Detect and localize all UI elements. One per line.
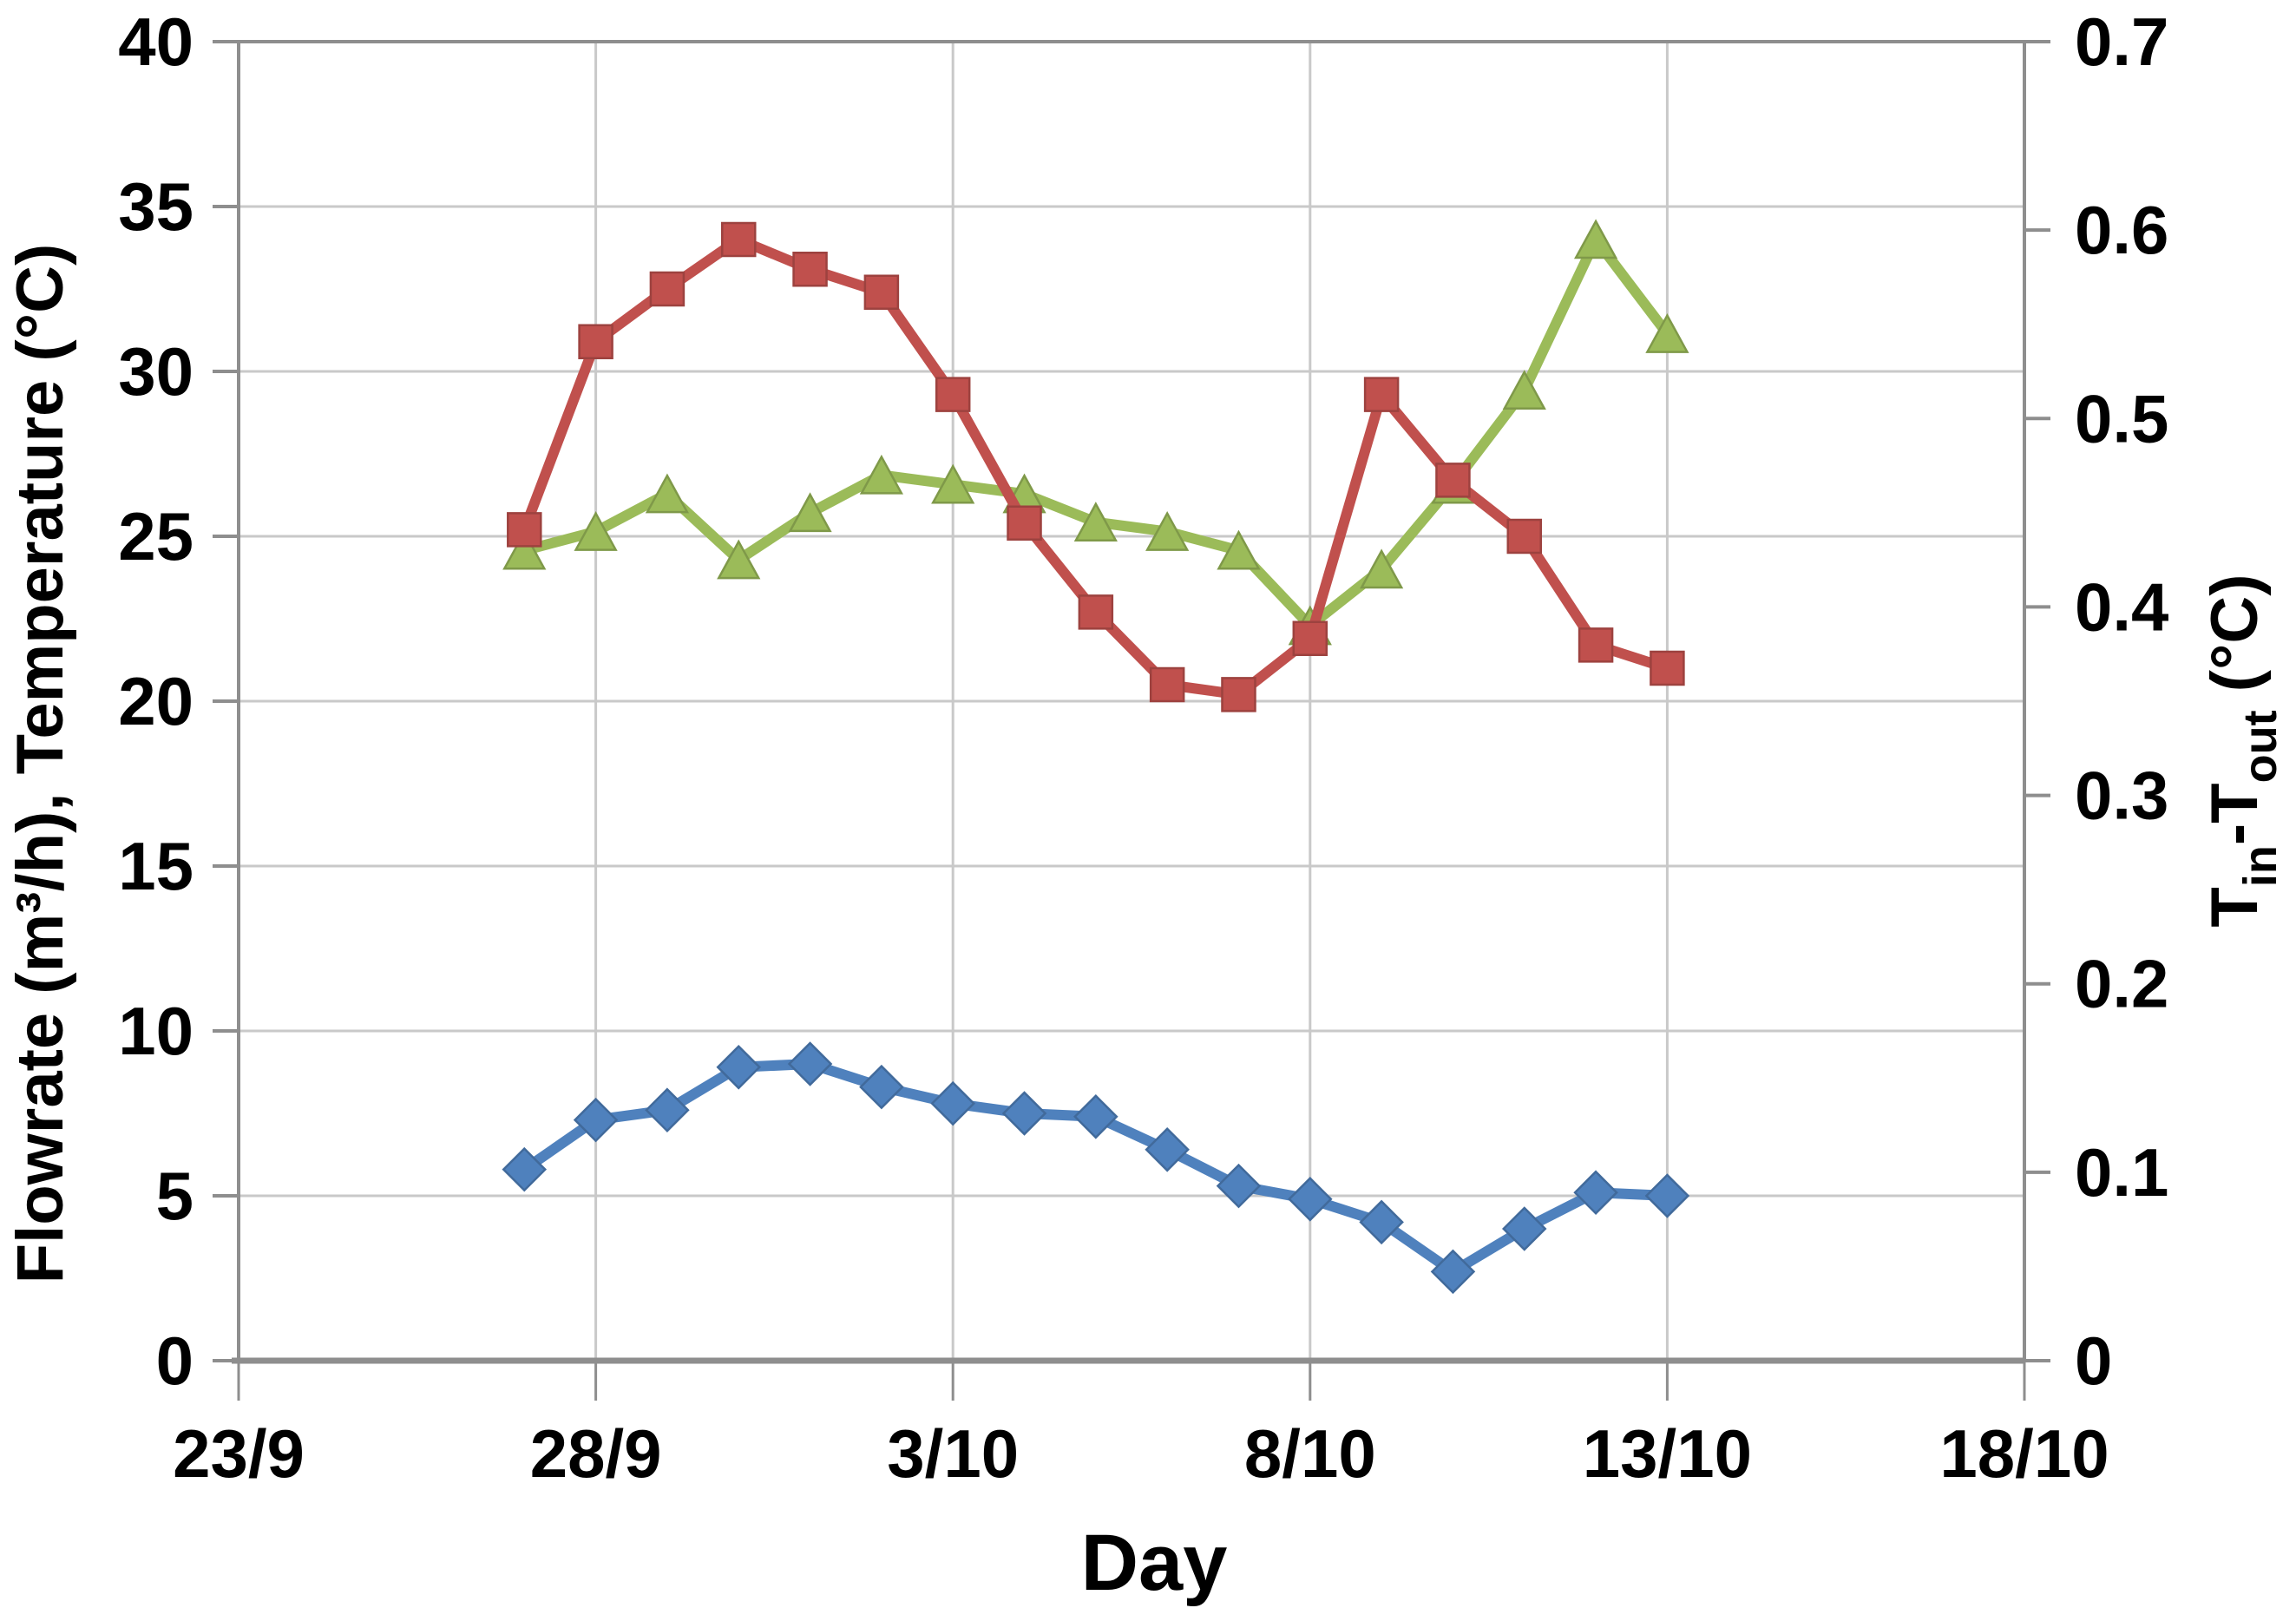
series-temperature-marker — [1363, 377, 1400, 412]
series-flowrate-marker — [645, 1087, 690, 1132]
x-axis-tick-label: 28/9 — [530, 1415, 662, 1492]
series-temperature-marker — [649, 271, 686, 307]
series-flowrate-marker — [859, 1064, 904, 1110]
series-flowrate-marker — [1573, 1170, 1618, 1215]
series-flowrate-marker — [502, 1146, 548, 1192]
series-temperature-marker — [863, 274, 900, 311]
series-flowrate-marker — [930, 1080, 975, 1126]
right-axis-tick-label: 0 — [2075, 1322, 2112, 1399]
series-tin-minus-tout-marker — [645, 473, 690, 514]
series-tin-minus-tout-marker — [1502, 370, 1546, 410]
left-axis-tick-label: 20 — [118, 663, 194, 739]
series-tin-minus-tout-marker — [859, 454, 903, 495]
series-flowrate-marker — [1430, 1249, 1476, 1295]
series-flowrate-marker — [1145, 1127, 1190, 1172]
series-temperature-marker — [1149, 666, 1185, 703]
series-temperature-marker — [578, 324, 613, 360]
series-tin-minus-tout-marker — [1073, 502, 1118, 541]
series-temperature-marker — [1578, 627, 1614, 663]
series-flowrate-marker — [1001, 1091, 1047, 1136]
left-axis-tick-label: 15 — [118, 828, 194, 904]
series-temperature-marker — [720, 221, 757, 258]
series-flowrate-marker — [787, 1041, 833, 1086]
right-axis-title-T2: -T — [2198, 783, 2272, 845]
right-axis-title: Tin-Tout (°C) — [2198, 574, 2286, 927]
right-axis-tick-label: 0.5 — [2075, 380, 2168, 456]
series-temperature-marker — [507, 512, 542, 548]
left-axis-tick-label: 25 — [118, 498, 194, 574]
right-axis-title-sub-in: in — [2234, 845, 2286, 887]
left-axis-title: Flowrate (m³/h), Temperature (°C) — [3, 244, 77, 1284]
tick-labels-group: 0 5 10 15 20 25 30 35 40 0 0.1 0.2 0.3 0.4 0.5 0.6 0.7 23… — [118, 3, 2168, 1492]
left-axis-tick-label: 10 — [118, 993, 194, 1069]
left-axis-tick-label: 0 — [156, 1322, 194, 1399]
right-axis-tick-label: 0.4 — [2075, 568, 2168, 645]
series-flowrate-marker — [573, 1097, 619, 1143]
series-flowrate-marker — [1288, 1177, 1333, 1222]
series-temperature-marker — [1435, 463, 1471, 498]
right-axis-title-sub-out: out — [2234, 710, 2286, 783]
series-flowrate-marker — [1073, 1094, 1118, 1139]
right-axis-tick-label: 0.6 — [2075, 192, 2168, 268]
x-axis-title: Day — [1081, 1519, 1228, 1607]
series-tin-minus-tout-marker — [574, 510, 618, 551]
series-tin-minus-tout-marker — [1573, 219, 1618, 259]
series-tin-minus-tout-marker — [931, 463, 975, 504]
series-tin-minus-tout-marker — [1217, 529, 1261, 570]
series-tin-minus-tout-marker — [1360, 548, 1404, 589]
left-axis-tick-label: 30 — [118, 333, 194, 410]
series-flowrate-marker — [716, 1045, 762, 1090]
series-temperature-marker — [1007, 505, 1042, 541]
series-temperature-marker — [1221, 677, 1256, 712]
right-axis-tick-label: 0.1 — [2075, 1134, 2168, 1211]
series-temperature — [507, 221, 1685, 712]
x-axis-tick-label: 3/10 — [887, 1415, 1019, 1492]
right-axis-tick-label: 0.7 — [2075, 3, 2168, 80]
series-temperature-marker — [792, 251, 828, 287]
x-axis-tick-label: 8/10 — [1244, 1415, 1376, 1492]
series-flowrate-marker — [1216, 1163, 1262, 1209]
left-axis-tick-label: 40 — [118, 3, 194, 80]
x-axis-tick-label: 23/9 — [173, 1415, 305, 1492]
series-tin-minus-tout-line — [519, 234, 1673, 632]
series-temperature-marker — [935, 377, 971, 412]
series-tin-minus-tout-marker — [1145, 510, 1190, 551]
series-flowrate-marker — [1501, 1206, 1547, 1251]
gridlines-group — [237, 40, 2026, 1362]
left-axis-tick-label: 5 — [156, 1158, 194, 1234]
x-axis-tick-label: 13/10 — [1583, 1415, 1752, 1492]
left-axis-tick-label: 35 — [118, 168, 194, 245]
series-temperature-marker — [1078, 594, 1114, 630]
series-temperature-marker — [1292, 620, 1328, 657]
series-flowrate — [502, 1041, 1690, 1295]
axes-group — [213, 40, 2050, 1401]
series-tin-minus-tout-marker — [717, 539, 761, 580]
series-tin-minus-tout-marker — [788, 492, 832, 533]
right-axis-title-T1: T — [2198, 887, 2272, 927]
series-flowrate-marker — [1359, 1199, 1404, 1245]
series-tin-minus-tout-marker — [1645, 312, 1689, 353]
series-flowrate-marker — [1644, 1173, 1690, 1218]
right-axis-tick-label: 0.2 — [2075, 946, 2168, 1022]
series-temperature-marker — [1506, 518, 1543, 555]
series-temperature-marker — [1650, 650, 1685, 686]
x-axis-tick-label: 18/10 — [1939, 1415, 2109, 1492]
right-axis-tick-label: 0.3 — [2075, 758, 2168, 834]
series-group — [502, 219, 1690, 1295]
right-axis-title-unit: (°C) — [2198, 574, 2272, 710]
series-tin-minus-tout-marker — [502, 529, 547, 570]
